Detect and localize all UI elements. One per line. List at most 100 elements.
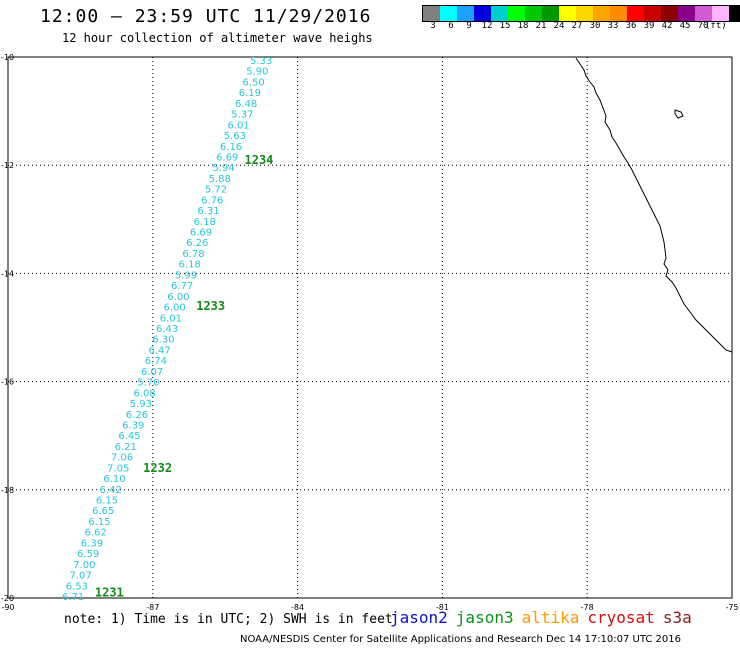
swh-value: 6.39 <box>81 538 103 549</box>
pass-time-label: 1231 <box>95 586 124 600</box>
swh-value: 6.69 <box>190 228 212 239</box>
color-swatch <box>593 6 610 21</box>
color-scale-label: 30 <box>589 21 601 31</box>
swh-value: 7.06 <box>111 453 133 464</box>
swh-value: 6.16 <box>220 142 242 153</box>
swh-value: 6.26 <box>126 410 148 421</box>
swh-value: 5.72 <box>205 185 227 196</box>
color-scale-label: 15 <box>499 21 511 31</box>
swh-value: 7.07 <box>70 571 92 582</box>
color-scale-label: 24 <box>553 21 565 31</box>
color-scale-label: 9 <box>466 21 472 31</box>
color-swatch <box>508 6 525 21</box>
color-scale-label: 39 <box>643 21 655 31</box>
color-swatch <box>474 6 491 21</box>
swh-value: 6.15 <box>88 517 110 528</box>
lat-tick-label: -18 <box>1 486 14 495</box>
map-grid <box>8 57 732 598</box>
map-ticks: -90 -87 -84 -81 -78 -75 -10 -12 -14 -16 -18 -20 <box>1 53 739 612</box>
swh-value: 6.48 <box>235 99 257 110</box>
swh-value: 5.63 <box>224 131 246 142</box>
swh-value: 5.37 <box>231 110 253 121</box>
color-scale-label: 36 <box>625 21 637 31</box>
lat-tick-label: -12 <box>1 161 14 170</box>
swh-value: 6.76 <box>201 195 223 206</box>
color-scale-labels: 3 6 9 12 15 18 21 24 27 30 33 36 39 42 45 70 <box>424 21 712 31</box>
satellite-legend-item: jason3 <box>455 608 514 627</box>
swh-value: 6.53 <box>66 581 88 592</box>
color-swatch <box>576 6 593 21</box>
swh-value: 6.01 <box>160 313 182 324</box>
color-swatch <box>644 6 661 21</box>
footer-credit: NOAA/NESDIS Center for Satellite Applica… <box>240 634 682 645</box>
swh-value: 6.74 <box>145 356 167 367</box>
coastline <box>575 57 733 353</box>
swh-value: 6.59 <box>77 549 99 560</box>
color-scale-unit: (ft) <box>705 21 727 31</box>
color-scale-label: 3 <box>430 21 436 31</box>
color-swatch <box>423 6 440 21</box>
satellite-legend-item: cryosat <box>587 608 655 627</box>
color-swatch <box>661 6 678 21</box>
color-swatch <box>627 6 644 21</box>
color-scale-bar <box>422 5 740 22</box>
satellite-legend-item: jason2 <box>390 608 448 627</box>
swh-value: 6.26 <box>186 238 208 249</box>
color-scale-label: 12 <box>481 21 493 31</box>
swh-value: 6.10 <box>103 474 125 485</box>
lon-tick-label: -87 <box>146 603 159 612</box>
swh-value: 6.31 <box>197 206 219 217</box>
color-swatch <box>695 6 712 21</box>
lon-tick-label: -75 <box>725 603 738 612</box>
satellite-legend-item: s3a <box>662 608 692 627</box>
color-swatch <box>678 6 695 21</box>
color-swatch <box>729 6 740 21</box>
color-scale-label: 70 <box>697 21 709 31</box>
swh-value: 6.21 <box>115 442 137 453</box>
swh-value: 6.65 <box>92 506 114 517</box>
swh-value: 6.30 <box>152 335 174 346</box>
swh-value: 5.99 <box>175 270 197 281</box>
swh-value: 6.62 <box>85 528 107 539</box>
swh-value: 6.47 <box>148 345 170 356</box>
swh-value: 6.00 <box>167 292 189 303</box>
color-scale-label: 27 <box>571 21 583 31</box>
pass-time-label: 1233 <box>196 299 225 313</box>
swh-value: 6.71 <box>62 592 84 603</box>
swh-value: 6.18 <box>179 260 201 271</box>
swh-value: 5.93 <box>130 399 152 410</box>
pass-labels: 1234 1233 1232 1231 <box>95 153 274 600</box>
lat-tick-label: -10 <box>1 53 14 62</box>
lon-tick-label: -90 <box>1 603 14 612</box>
swh-value: 6.08 <box>133 388 155 399</box>
swh-value: 5.90 <box>246 67 268 78</box>
island <box>674 109 684 119</box>
lon-tick-label: -84 <box>291 603 304 612</box>
color-scale-label: 33 <box>607 21 619 31</box>
color-swatch <box>457 6 474 21</box>
color-swatch <box>525 6 542 21</box>
swh-value: 6.01 <box>227 120 249 131</box>
swh-value: 5.88 <box>209 174 231 185</box>
swh-value: 5.70 <box>137 378 159 389</box>
lat-tick-label: -20 <box>1 594 14 603</box>
color-swatch <box>712 6 729 21</box>
color-scale-label: 42 <box>661 21 673 31</box>
swh-value: 6.50 <box>242 77 264 88</box>
swh-value: 6.15 <box>96 496 118 507</box>
lat-tick-label: -16 <box>1 378 14 387</box>
color-scale-label: 21 <box>535 21 547 31</box>
lon-tick-label: -81 <box>436 603 449 612</box>
color-swatch <box>559 6 576 21</box>
color-swatch <box>440 6 457 21</box>
swh-value: 6.42 <box>100 485 122 496</box>
map-frame <box>7 56 733 599</box>
pass-time-label: 1234 <box>245 153 274 167</box>
swh-value: 6.45 <box>118 431 140 442</box>
swh-value: 5.33 <box>250 56 272 67</box>
color-swatch <box>610 6 627 21</box>
swh-value: 6.43 <box>156 324 178 335</box>
page-subtitle: 12 hour collection of altimeter wave hei… <box>62 31 373 45</box>
pass-time-label: 1232 <box>143 461 172 475</box>
